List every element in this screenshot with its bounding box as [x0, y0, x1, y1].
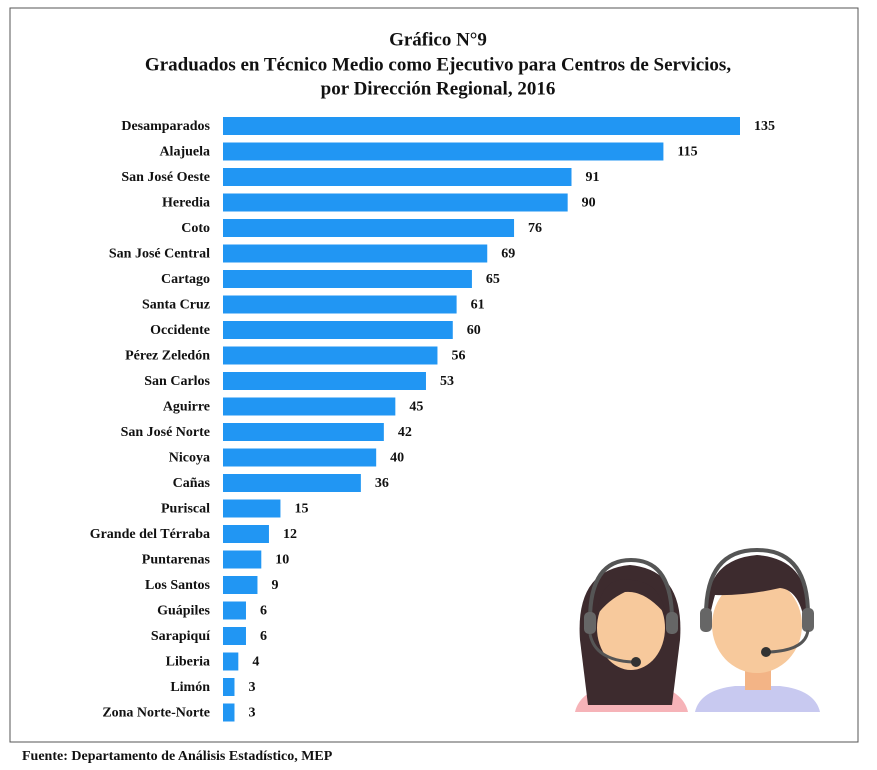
bar	[223, 602, 246, 620]
bar	[223, 245, 487, 263]
category-label: Limón	[170, 680, 210, 695]
category-label: Heredia	[162, 196, 210, 211]
category-label: Coto	[181, 221, 210, 236]
data-label: 56	[451, 349, 465, 364]
data-label: 3	[248, 706, 255, 721]
bar	[223, 296, 457, 314]
bar	[223, 551, 261, 569]
data-label: 6	[260, 629, 267, 644]
data-label: 42	[398, 425, 412, 440]
category-label: San José Central	[109, 247, 210, 262]
chart-subtitle: por Dirección Regional, 2016	[321, 78, 556, 99]
data-label: 4	[252, 655, 259, 670]
data-label: 3	[248, 680, 255, 695]
data-label: 53	[440, 374, 454, 389]
page: {"chart_data": {"type": "bar", "orientat…	[0, 0, 877, 770]
bar	[223, 704, 234, 722]
bar	[223, 219, 514, 237]
category-label: Puntarenas	[142, 553, 211, 568]
data-label: 40	[390, 451, 404, 466]
bar	[223, 653, 238, 671]
bar	[223, 500, 280, 518]
bar	[223, 627, 246, 645]
data-label: 15	[294, 502, 308, 517]
category-label: San Carlos	[144, 374, 210, 389]
source-note: Fuente: Departamento de Análisis Estadís…	[22, 749, 333, 764]
bar	[223, 321, 453, 339]
data-label: 91	[585, 170, 599, 185]
category-label: Cañas	[173, 476, 211, 491]
category-label: Alajuela	[159, 145, 210, 160]
bar	[223, 372, 426, 390]
bar	[223, 117, 740, 135]
data-label: 12	[283, 527, 297, 542]
data-label: 10	[275, 553, 289, 568]
data-label: 61	[471, 298, 485, 313]
data-label: 76	[528, 221, 542, 236]
illustration	[562, 548, 844, 718]
category-label: San José Norte	[121, 425, 210, 440]
bar	[223, 423, 384, 441]
data-label: 135	[754, 119, 775, 134]
category-label: Liberia	[166, 655, 210, 670]
category-label: Aguirre	[163, 400, 210, 415]
category-label: Occidente	[150, 323, 210, 338]
bar	[223, 270, 472, 288]
data-label: 9	[271, 578, 278, 593]
bar	[223, 576, 257, 594]
bar	[223, 194, 568, 212]
category-label: Desamparados	[121, 119, 210, 134]
data-label: 36	[375, 476, 389, 491]
bar	[223, 525, 269, 543]
bar	[223, 449, 376, 467]
category-label: Grande del Térraba	[90, 527, 210, 542]
data-label: 6	[260, 604, 267, 619]
bar	[223, 678, 234, 696]
category-label: San José Oeste	[121, 170, 210, 185]
chart: Gráfico N°9 Graduados en Técnico Medio c…	[0, 0, 877, 770]
category-label: Cartago	[161, 272, 210, 287]
chart-subtitle: Graduados en Técnico Medio como Ejecutiv…	[145, 54, 731, 75]
data-label: 90	[582, 196, 596, 211]
category-label: Pérez Zeledón	[125, 349, 210, 364]
data-label: 60	[467, 323, 481, 338]
bar	[223, 398, 395, 416]
category-label: Sarapiquí	[151, 629, 211, 644]
category-label: Nicoya	[169, 451, 210, 466]
data-label: 69	[501, 247, 515, 262]
category-label: Santa Cruz	[142, 298, 210, 313]
bar	[223, 168, 571, 186]
bar	[223, 143, 663, 161]
bar	[223, 474, 361, 492]
data-label: 45	[409, 400, 423, 415]
chart-title: Gráfico N°9	[389, 29, 487, 50]
data-label: 65	[486, 272, 500, 287]
data-label: 115	[677, 145, 697, 160]
category-label: Zona Norte-Norte	[102, 706, 210, 721]
category-label: Los Santos	[145, 578, 211, 593]
bar	[223, 347, 437, 365]
category-label: Guápiles	[157, 604, 210, 619]
category-label: Puriscal	[161, 502, 210, 517]
